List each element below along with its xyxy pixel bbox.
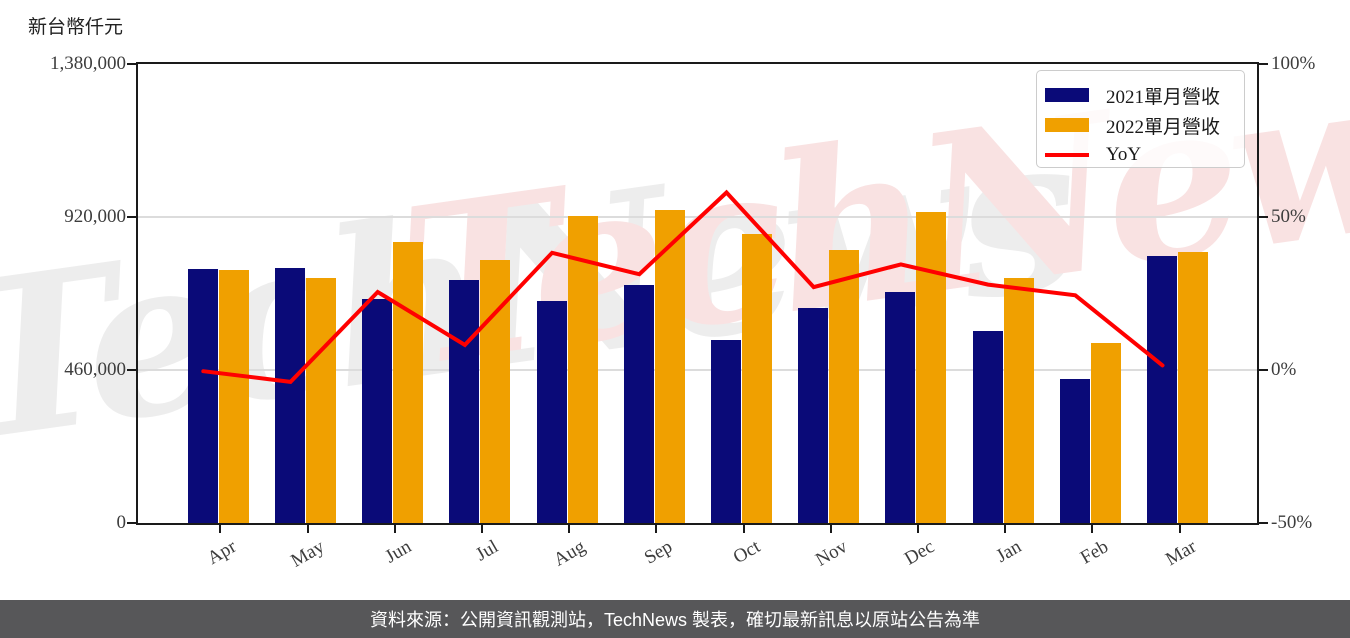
bar-2022-Sep <box>654 210 685 523</box>
left-axis-tick <box>127 216 136 218</box>
bar-2022-Aug <box>567 215 598 523</box>
legend-item-yoy: YoY <box>1045 140 1244 170</box>
bar-2022-Jan <box>1003 277 1034 523</box>
legend-item-2022: 2022單月營收 <box>1045 110 1244 140</box>
bar-2021-Jun <box>362 298 393 523</box>
x-axis-label-Apr: Apr <box>204 536 241 570</box>
x-axis-label-Jul: Jul <box>472 536 502 566</box>
bar-2021-Sep <box>623 284 654 523</box>
bar-2022-Jun <box>393 241 424 523</box>
left-axis-tick <box>127 522 136 524</box>
x-axis-tick <box>393 524 396 533</box>
bar-2021-Mar <box>1147 255 1177 523</box>
legend: 2021單月營收 2022單月營收 YoY <box>1036 70 1245 168</box>
x-axis-tick <box>655 524 658 533</box>
bar-2022-Oct <box>742 233 772 523</box>
right-axis-label: 0% <box>1271 359 1297 380</box>
x-axis-tick <box>1004 524 1007 533</box>
x-axis-tick <box>1091 524 1094 533</box>
bar-2022-Apr <box>218 269 249 523</box>
right-axis-tick <box>1259 522 1268 524</box>
x-axis-tick <box>219 524 222 533</box>
legend-swatch-2022 <box>1045 118 1089 132</box>
x-axis-label-Jan: Jan <box>992 536 1026 567</box>
left-axis-label: 920,000 <box>64 206 126 227</box>
x-axis-tick <box>480 524 483 533</box>
x-axis-label-Aug: Aug <box>550 536 590 571</box>
bar-2022-Mar <box>1178 251 1208 523</box>
x-axis-label-Jun: Jun <box>381 536 415 568</box>
legend-label-2021: 2021單月營收 <box>1106 86 1221 108</box>
x-axis-tick <box>1178 524 1181 533</box>
legend-label-2022: 2022單月營收 <box>1106 116 1221 138</box>
left-axis-label: 0 <box>116 512 127 533</box>
right-axis-label: -50% <box>1271 512 1313 533</box>
legend-item-2021: 2021單月營收 <box>1045 80 1244 110</box>
left-axis-unit-label: 新台幣仟元 <box>28 17 124 38</box>
bar-2022-Nov <box>829 249 860 523</box>
right-axis-tick <box>1259 369 1268 371</box>
x-axis-tick <box>916 524 919 533</box>
legend-swatch-yoy-line <box>1045 153 1089 157</box>
left-axis-label: 1,380,000 <box>50 53 126 74</box>
right-axis-tick <box>1259 63 1268 65</box>
left-axis-label: 460,000 <box>64 359 126 380</box>
bar-2021-Feb <box>1059 378 1090 523</box>
right-axis-label: 50% <box>1271 206 1306 227</box>
bar-2021-Jan <box>972 331 1003 523</box>
x-axis-tick <box>568 524 571 533</box>
x-axis-label-May: May <box>286 536 328 572</box>
x-axis-label-Nov: Nov <box>811 536 851 571</box>
footer-text: 資料來源：公開資訊觀測站，TechNews 製表，確切最新訊息以原站公告為準 <box>369 610 981 630</box>
bar-2021-Apr <box>187 268 218 523</box>
footer-bar: 資料來源：公開資訊觀測站，TechNews 製表，確切最新訊息以原站公告為準 <box>0 600 1350 638</box>
left-axis-tick <box>127 369 136 371</box>
bar-2021-Nov <box>798 307 829 523</box>
bar-2022-Dec <box>916 211 947 523</box>
right-axis-label: 100% <box>1271 53 1316 74</box>
bar-2021-Dec <box>885 291 916 523</box>
grid-line <box>138 216 1257 218</box>
legend-label-yoy: YoY <box>1106 144 1142 165</box>
x-axis-tick <box>306 524 309 533</box>
bar-2021-Oct <box>711 340 741 523</box>
x-axis-label-Feb: Feb <box>1077 536 1113 569</box>
bar-2021-Jul <box>449 279 480 523</box>
x-axis-label-Mar: Mar <box>1161 536 1200 571</box>
bar-2021-May <box>275 267 305 523</box>
x-axis-tick <box>829 524 832 533</box>
x-axis-label-Sep: Sep <box>641 536 677 569</box>
x-axis-label-Dec: Dec <box>900 536 938 570</box>
bar-2021-Aug <box>536 300 567 523</box>
bar-2022-May <box>306 277 336 523</box>
x-axis-label-Oct: Oct <box>729 536 764 569</box>
bar-2022-Feb <box>1090 343 1121 523</box>
x-axis-tick <box>742 524 745 533</box>
legend-swatch-2021 <box>1045 88 1089 102</box>
left-axis-tick <box>127 63 136 65</box>
right-axis-tick <box>1259 216 1268 218</box>
bar-2022-Jul <box>480 259 511 523</box>
